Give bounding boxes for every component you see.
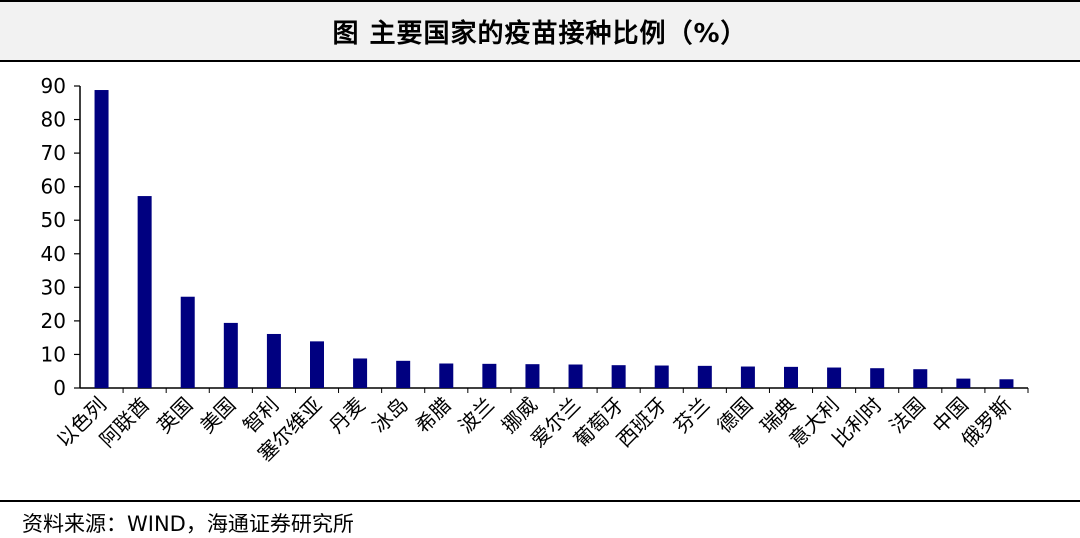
bar	[827, 367, 842, 388]
chart-x-labels: 以色列阿联酋英国美国智利塞尔维亚丹麦冰岛希腊波兰挪威爱尔兰葡萄牙西班牙芬兰德国瑞…	[52, 393, 1016, 467]
bar	[266, 333, 281, 388]
x-tick-label: 比利时	[827, 393, 886, 452]
bar	[654, 365, 669, 388]
y-tick-label: 0	[53, 376, 66, 400]
bar	[568, 364, 583, 388]
x-tick-label: 波兰	[454, 393, 499, 438]
bar	[137, 196, 152, 388]
y-tick-label: 30	[41, 275, 66, 299]
bar	[740, 366, 755, 388]
bar	[439, 363, 454, 388]
bar	[999, 379, 1014, 388]
bar	[611, 365, 626, 388]
footer: 资料来源：WIND，海通证券研究所	[0, 500, 1080, 536]
bar	[223, 322, 238, 388]
y-tick-label: 10	[41, 342, 66, 366]
y-tick-label: 70	[41, 141, 66, 165]
bar	[396, 360, 411, 388]
x-tick-label: 西班牙	[612, 393, 671, 452]
y-tick-label: 50	[41, 208, 66, 232]
bar	[697, 365, 712, 388]
x-tick-label: 法国	[885, 393, 930, 438]
x-tick-label: 美国	[195, 393, 240, 438]
x-tick-label: 芬兰	[669, 393, 714, 438]
bar	[913, 369, 928, 388]
x-tick-label: 希腊	[411, 393, 456, 438]
x-tick-label: 冰岛	[367, 393, 412, 438]
x-tick-label: 英国	[152, 393, 197, 438]
chart-title: 图 主要国家的疫苗接种比例（%）	[332, 18, 748, 49]
chart-bars	[94, 90, 1014, 388]
bar	[310, 341, 324, 388]
x-tick-label: 德国	[712, 393, 757, 438]
bar	[956, 378, 971, 388]
bar-chart: 0 10 20 30 40 50 60 70 80 90 以色列阿联酋英国美国智利塞尔维亚丹麦冰岛…	[41, 74, 1029, 467]
bar	[784, 366, 798, 388]
y-tick-label: 20	[41, 309, 66, 333]
bar	[482, 363, 497, 388]
chart-title-bar: 图 主要国家的疫苗接种比例（%）	[0, 0, 1080, 62]
bar	[870, 368, 885, 388]
bar	[525, 364, 540, 388]
y-tick-label: 80	[41, 108, 66, 132]
bar	[180, 296, 195, 388]
y-tick-label: 90	[41, 74, 66, 98]
source-note: 资料来源：WIND，海通证券研究所	[22, 512, 354, 536]
x-tick-label: 俄罗斯	[957, 393, 1016, 452]
y-tick-label: 60	[41, 175, 66, 199]
x-tick-label: 丹麦	[324, 393, 369, 438]
y-tick-label: 40	[41, 242, 66, 266]
bar	[94, 90, 109, 388]
x-tick-label: 阿联酋	[95, 393, 154, 452]
bar	[353, 358, 368, 388]
chart-axes: 0 10 20 30 40 50 60 70 80 90	[41, 74, 1029, 400]
